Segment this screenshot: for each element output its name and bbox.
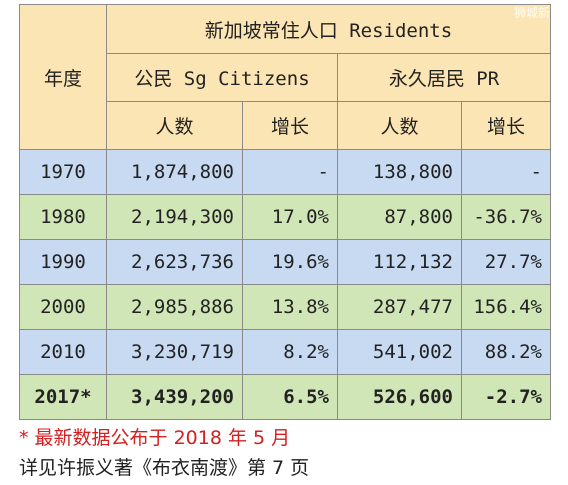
header-row-1: 年度 新加坡常住人口 Residents [19, 4, 551, 150]
year-cell: 1970 [19, 149, 107, 195]
citizens-growth-cell: 6.5% [242, 374, 338, 420]
footnote-latest-data: * 最新数据公布于 2018 年 5 月 [19, 427, 291, 449]
citizens-population-header: 人数 [106, 101, 243, 150]
header-row-2: 公民 Sg Citizens 永久居民 PR [20, 53, 551, 102]
citizens-growth-cell: 19.6% [242, 239, 338, 285]
year-cell: 2010 [19, 329, 107, 375]
pr-cell: 541,002 [337, 329, 462, 375]
citizens-growth-header: 增长 [242, 101, 338, 150]
year-cell: 2000 [19, 284, 107, 330]
year-cell: 1980 [19, 194, 107, 240]
citizens-growth-cell: - [242, 149, 338, 195]
pr-cell: 138,800 [337, 149, 462, 195]
pr-growth-cell: - [461, 149, 551, 195]
table-row: 2010 3,230,719 8.2% 541,002 88.2% [19, 329, 551, 375]
footnote-source: 详见许振义著《布衣南渡》第 7 页 [19, 457, 310, 479]
pr-cell: 87,800 [337, 194, 462, 240]
citizens-growth-cell: 13.8% [242, 284, 338, 330]
citizens-cell: 3,230,719 [106, 329, 243, 375]
pr-cell: 526,600 [337, 374, 462, 420]
pr-growth-cell: -36.7% [461, 194, 551, 240]
citizens-growth-cell: 8.2% [242, 329, 338, 375]
watermark: 狮城新闻 [513, 6, 562, 20]
pr-cell: 287,477 [337, 284, 462, 330]
citizens-cell: 1,874,800 [106, 149, 243, 195]
pr-growth-cell: -2.7% [461, 374, 551, 420]
pr-growth-header: 增长 [461, 101, 551, 150]
pr-growth-cell: 88.2% [461, 329, 551, 375]
pr-header: 永久居民 PR [337, 53, 551, 102]
citizens-header: 公民 Sg Citizens [106, 53, 338, 102]
citizens-cell: 3,439,200 [106, 374, 243, 420]
header-row-3: 人数 增长 人数 增长 [20, 101, 551, 150]
residents-header: 新加坡常住人口 Residents [106, 4, 551, 54]
year-cell: 2017* [19, 374, 107, 420]
citizens-growth-cell: 17.0% [242, 194, 338, 240]
table-row-highlight: 2017* 3,439,200 6.5% 526,600 -2.7% [19, 374, 551, 420]
citizens-cell: 2,985,886 [106, 284, 243, 330]
year-header: 年度 [19, 4, 107, 150]
table-row: 1990 2,623,736 19.6% 112,132 27.7% [19, 239, 551, 285]
citizens-cell: 2,623,736 [106, 239, 243, 285]
table-row: 1980 2,194,300 17.0% 87,800 -36.7% [19, 194, 551, 240]
citizens-cell: 2,194,300 [106, 194, 243, 240]
year-cell: 1990 [19, 239, 107, 285]
pr-growth-cell: 156.4% [461, 284, 551, 330]
pr-growth-cell: 27.7% [461, 239, 551, 285]
pr-cell: 112,132 [337, 239, 462, 285]
table-row: 2000 2,985,886 13.8% 287,477 156.4% [19, 284, 551, 330]
pr-population-header: 人数 [337, 101, 462, 150]
table-row: 1970 1,874,800 - 138,800 - [19, 149, 551, 195]
population-table: 年度 新加坡常住人口 Residents 公民 Sg Citizens 永久居民… [19, 4, 551, 420]
